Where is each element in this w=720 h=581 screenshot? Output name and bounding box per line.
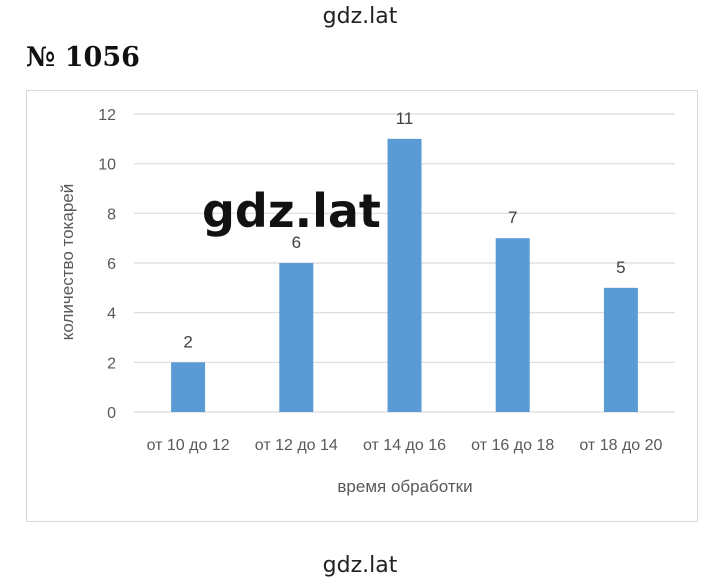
x-axis-ticks: от 10 до 12 от 12 до 14 от 14 до 16 от 16 д…: [147, 437, 663, 454]
data-label: 5: [616, 258, 625, 277]
y-tick-label: 8: [107, 206, 116, 223]
x-tick-label: от 14 до 16: [363, 437, 446, 454]
x-tick-label: от 12 до 14: [255, 437, 338, 454]
bar: [495, 238, 530, 412]
data-label: 11: [396, 109, 414, 128]
bar: [603, 287, 638, 412]
bar: [387, 138, 422, 413]
problem-number: № 1056: [26, 42, 140, 73]
data-label: 2: [183, 332, 192, 351]
y-axis-title: количество токарей: [58, 184, 77, 340]
y-tick-label: 2: [107, 355, 116, 372]
x-tick-label: от 18 до 20: [579, 437, 662, 454]
data-label: 6: [292, 233, 301, 252]
y-tick-label: 4: [107, 306, 116, 323]
x-tick-label: от 10 до 12: [147, 437, 230, 454]
y-tick-label: 12: [98, 107, 116, 124]
watermark-center: gdz.lat: [202, 184, 381, 238]
y-tick-label: 10: [98, 157, 116, 174]
x-axis-title: время обработки: [337, 477, 472, 496]
watermark-top: gdz.lat: [322, 4, 398, 29]
y-tick-label: 0: [107, 405, 116, 422]
watermark-bottom: gdz.lat: [322, 553, 398, 578]
y-tick-label: 6: [107, 256, 116, 273]
bar: [279, 263, 314, 412]
data-labels: 2 6 11 7 5: [183, 109, 625, 352]
y-axis-ticks: 0 2 4 6 8 10 12: [98, 107, 116, 422]
chart-frame: [26, 90, 698, 522]
bar: [171, 362, 206, 412]
x-tick-label: от 16 до 18: [471, 437, 554, 454]
bars: [171, 138, 638, 413]
data-label: 7: [508, 208, 517, 227]
